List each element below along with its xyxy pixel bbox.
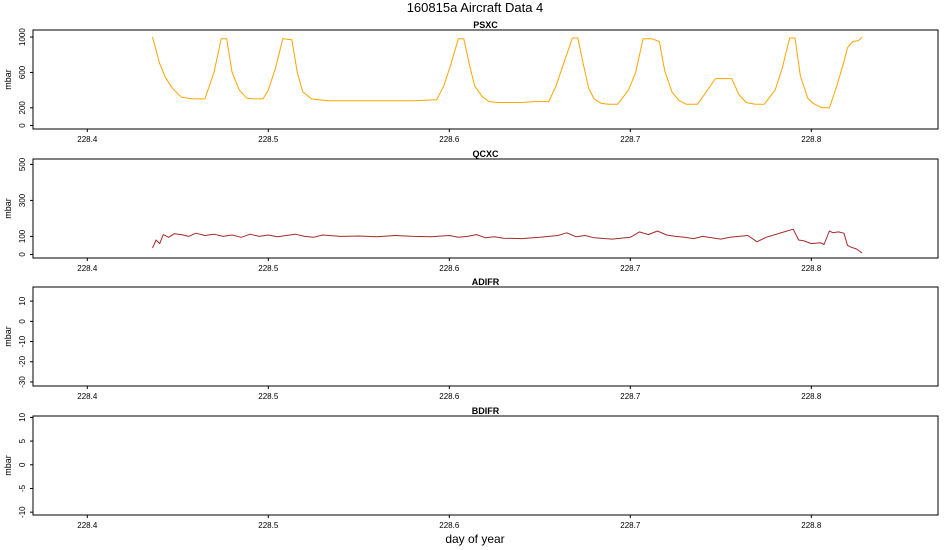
y-axis-label: mbar <box>3 69 13 90</box>
y-axis-label: mbar <box>3 455 13 476</box>
x-tick-label: 228.7 <box>620 521 641 530</box>
panel-title: ADIFR <box>472 277 500 287</box>
y-tick-label: 1000 <box>18 28 27 46</box>
y-tick-label: -30 <box>18 376 27 388</box>
y-tick-label: -10 <box>18 335 27 347</box>
y-tick-label: 0 <box>18 319 27 324</box>
x-tick-label: 228.8 <box>801 392 822 401</box>
y-tick-label: 0 <box>18 252 27 257</box>
x-axis-label: day of year <box>445 532 504 546</box>
y-tick-label: 200 <box>18 101 27 115</box>
y-tick-label: 300 <box>18 193 27 207</box>
x-tick-label: 228.7 <box>620 392 641 401</box>
x-tick-label: 228.4 <box>77 264 98 273</box>
y-axis-label: mbar <box>3 198 13 219</box>
x-tick-label: 228.6 <box>439 264 460 273</box>
plot-frame <box>32 415 939 516</box>
panel-bdifr: BDIFR mbar 228.4 228.5 228.6 228.7 228.8 -10 -5 0… <box>3 406 939 530</box>
series-line-qcxc <box>152 228 863 254</box>
x-tick-label: 228.6 <box>439 521 460 530</box>
panel-title: QCXC <box>472 149 499 159</box>
series-line-psxc <box>152 36 863 109</box>
plot-frame <box>32 286 939 387</box>
x-tick-label: 228.8 <box>801 521 822 530</box>
x-tick-label: 228.8 <box>801 264 822 273</box>
x-tick-label: 228.6 <box>439 135 460 144</box>
x-tick-label: 228.7 <box>620 135 641 144</box>
panel-qcxc: QCXC mbar 228.4 228.5 228.6 228.7 228.8 0 100 300… <box>3 149 939 273</box>
y-tick-label: -5 <box>18 484 27 492</box>
x-tick-label: 228.4 <box>77 392 98 401</box>
x-tick-label: 228.8 <box>801 135 822 144</box>
y-axis-label: mbar <box>3 326 13 347</box>
panel-psxc: PSXC mbar 228.4 228.5 228.6 228.7 228.8 0 200 600… <box>3 20 939 144</box>
y-tick-label: -20 <box>18 355 27 367</box>
y-tick-label: 10 <box>18 412 27 421</box>
x-tick-label: 228.4 <box>77 135 98 144</box>
y-tick-label: -10 <box>18 506 27 518</box>
panel-title: PSXC <box>473 20 498 30</box>
y-tick-label: 500 <box>18 157 27 171</box>
x-tick-label: 228.7 <box>620 264 641 273</box>
y-tick-label: 100 <box>18 229 27 243</box>
panel-title: BDIFR <box>472 406 500 416</box>
figure-title: 160815a Aircraft Data 4 <box>407 0 544 15</box>
y-tick-label: 0 <box>18 462 27 467</box>
panel-adifr: ADIFR mbar 228.4 228.5 228.6 228.7 228.8 -30 -20… <box>3 277 939 401</box>
x-tick-label: 228.5 <box>258 135 279 144</box>
x-tick-label: 228.6 <box>439 392 460 401</box>
y-tick-label: 5 <box>18 438 27 443</box>
plot-frame <box>32 158 939 259</box>
x-tick-label: 228.5 <box>258 392 279 401</box>
y-tick-label: 600 <box>18 65 27 79</box>
x-tick-label: 228.4 <box>77 521 98 530</box>
y-tick-label: 10 <box>18 296 27 305</box>
x-tick-label: 228.5 <box>258 521 279 530</box>
plot-frame <box>32 29 939 130</box>
y-tick-label: 0 <box>18 123 27 128</box>
x-tick-label: 228.5 <box>258 264 279 273</box>
